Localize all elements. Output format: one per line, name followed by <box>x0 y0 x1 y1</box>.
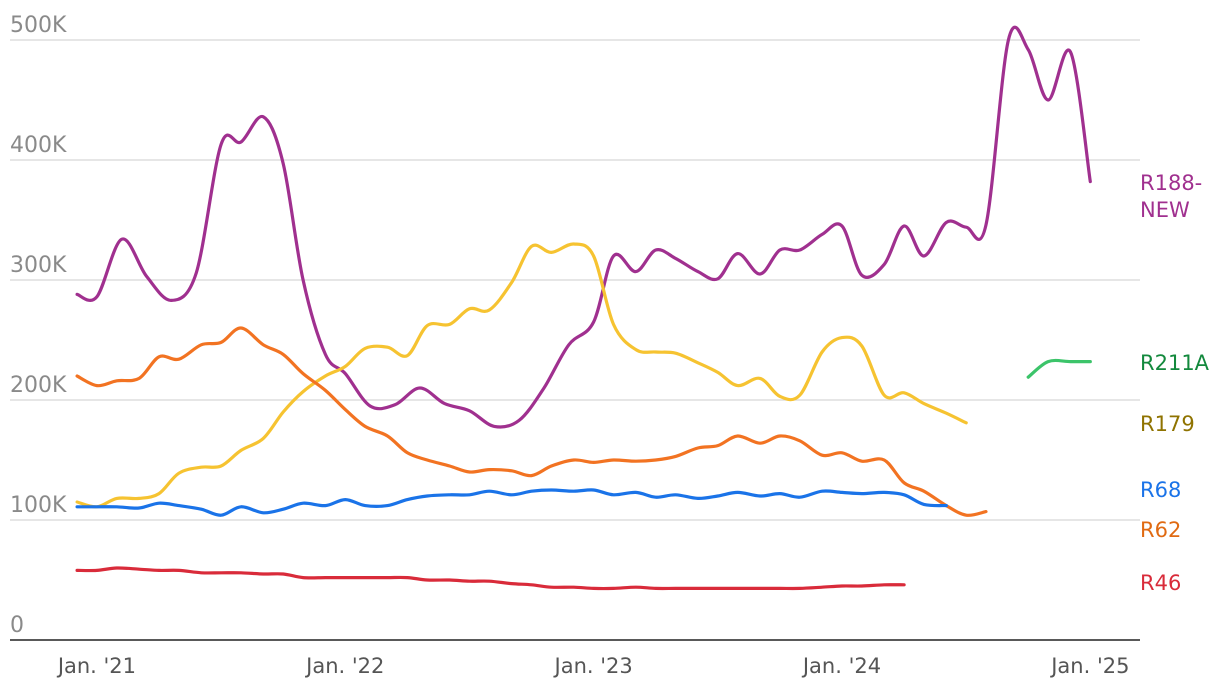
gridlines <box>10 39 1140 641</box>
y-tick-label: 300K <box>10 253 67 278</box>
x-tick-label: Jan. '24 <box>801 654 881 678</box>
series-lines <box>75 25 1092 591</box>
y-tick-label: 200K <box>10 373 67 398</box>
series-line-r46 <box>75 566 906 591</box>
series-label-r188-new: NEW <box>1140 198 1190 222</box>
series-label-r179: R179 <box>1140 412 1195 436</box>
y-tick-label: 0 <box>10 613 24 638</box>
y-tick-label: 100K <box>10 493 67 518</box>
x-tick-label: Jan. '23 <box>553 654 633 678</box>
y-tick-label: 500K <box>10 13 67 38</box>
series-label-r68: R68 <box>1140 478 1181 502</box>
series-label-r188-new: R188- <box>1140 171 1202 195</box>
series-line-r62 <box>75 326 988 517</box>
x-tick-label: Jan. '21 <box>56 654 136 678</box>
series-line-r179 <box>75 242 968 509</box>
series-labels: R188- NEW R179 R62 R68 R46 R211A <box>1140 171 1210 595</box>
x-tick-label: Jan. '25 <box>1049 654 1129 678</box>
series-label-r211a: R211A <box>1140 351 1210 375</box>
y-tick-label: 400K <box>10 133 67 158</box>
x-tick-label: Jan. '22 <box>304 654 384 678</box>
y-axis-ticks: 0 100K 200K 300K 400K 500K <box>10 13 67 638</box>
series-label-r62: R62 <box>1140 518 1181 542</box>
series-line-r68 <box>75 488 948 517</box>
x-axis-ticks: Jan. '21 Jan. '22 Jan. '23 Jan. '24 Jan. '25 <box>56 654 1130 678</box>
series-line-r211a <box>1026 358 1092 379</box>
series-line-r188-new <box>75 25 1092 429</box>
series-label-r46: R46 <box>1140 571 1181 595</box>
